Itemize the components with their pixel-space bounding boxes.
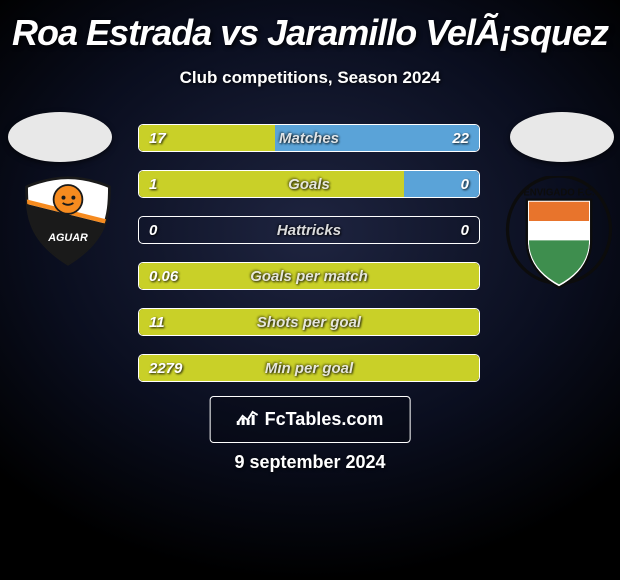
stat-row: Min per goal2279 xyxy=(138,354,480,382)
stat-value-right: 0 xyxy=(461,217,469,243)
stat-row: Goals per match0.06 xyxy=(138,262,480,290)
brand-icon xyxy=(237,409,259,430)
brand-text: FcTables.com xyxy=(265,409,384,430)
page-subtitle: Club competitions, Season 2024 xyxy=(0,68,620,88)
stat-value-left: 2279 xyxy=(149,355,182,381)
club-badge-right: ENVIGADO F.C. xyxy=(504,176,614,292)
stat-row: Goals1 0 xyxy=(138,170,480,198)
date-text: 9 september 2024 xyxy=(0,452,620,473)
stat-row: Shots per goal11 xyxy=(138,308,480,336)
player-avatar-right xyxy=(510,112,614,162)
comparison-card: Roa Estrada vs Jaramillo VelÃ¡squez Club… xyxy=(0,0,620,580)
stat-value-left: 17 xyxy=(149,125,166,151)
page-title: Roa Estrada vs Jaramillo VelÃ¡squez xyxy=(0,0,620,54)
stat-value-right: 22 xyxy=(452,125,469,151)
stat-value-left: 11 xyxy=(149,309,165,335)
player-avatar-left xyxy=(8,112,112,162)
stats-bars: Matches1722Goals10Hattricks00Goals per m… xyxy=(138,124,480,382)
svg-text:ENVIGADO F.C.: ENVIGADO F.C. xyxy=(523,187,595,198)
stat-value-left: 1 xyxy=(149,171,157,197)
stat-value-left: 0 xyxy=(149,217,157,243)
brand-box: FcTables.com xyxy=(210,396,411,443)
stat-label: Min per goal xyxy=(139,355,479,381)
stat-label: Hattricks xyxy=(139,217,479,243)
stat-label: Shots per goal xyxy=(139,309,479,335)
svg-text:AGUAR: AGUAR xyxy=(47,232,88,244)
stat-value-right: 0 xyxy=(461,171,469,197)
stat-label: Goals xyxy=(139,171,479,197)
club-badge-left: AGUAR xyxy=(18,176,122,276)
stat-label: Goals per match xyxy=(139,263,479,289)
stat-value-left: 0.06 xyxy=(149,263,178,289)
stat-label: Matches xyxy=(139,125,479,151)
stat-row: Hattricks0 0 xyxy=(138,216,480,244)
stat-row: Matches17 22 xyxy=(138,124,480,152)
